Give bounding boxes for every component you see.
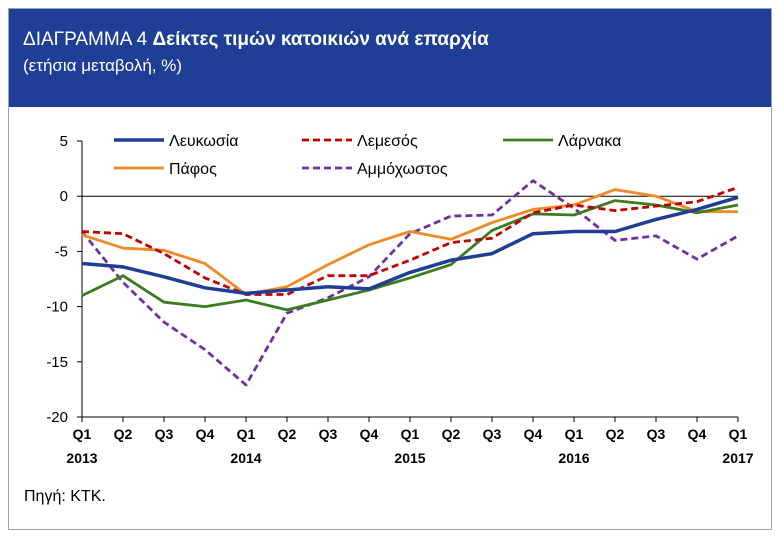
legend-label-5: Αμμόχωστος xyxy=(357,161,448,178)
series-line-4 xyxy=(81,188,738,296)
chart-legend: Λευκωσία Λεμεσός Λάρνακα Πάφος Αμμόχωστος xyxy=(114,133,621,178)
chart-title-text: Δείκτες τιμών κατοικιών ανά επαρχία xyxy=(152,29,489,50)
series-line-5 xyxy=(80,179,739,387)
x-tick-label: Q1 xyxy=(73,426,92,442)
x-tick-label: Q2 xyxy=(114,426,133,442)
x-tick-label: Q4 xyxy=(524,426,543,442)
x-tick-label: Q3 xyxy=(483,426,502,442)
x-tick-label: Q2 xyxy=(278,426,297,442)
series-line-1 xyxy=(81,195,739,296)
y-tick-label: 0 xyxy=(60,188,68,205)
x-tick-label: Q2 xyxy=(606,426,625,442)
x-tick-label: Q1 xyxy=(729,426,748,442)
chart-axes: 5 0 -5 -10 -15 -20 Q1 Q2 Q3 Q4 Q1 Q2 Q3 Q4 Q1 Q2 Q3 Q4 Q1 Q… xyxy=(46,133,753,466)
x-year-label: 2017 xyxy=(722,450,753,466)
x-tick-label: Q4 xyxy=(360,426,379,442)
legend-label-4: Πάφος xyxy=(169,161,217,178)
x-year-label: 2016 xyxy=(558,450,589,466)
x-tick-label: Q1 xyxy=(237,426,256,442)
y-tick-label: -5 xyxy=(55,243,68,260)
source-note: Πηγή: ΚΤΚ. xyxy=(24,488,106,505)
x-tick-label: Q2 xyxy=(442,426,461,442)
x-tick-label: Q3 xyxy=(647,426,666,442)
chart-series xyxy=(80,179,739,387)
x-year-label: 2014 xyxy=(230,450,261,466)
chart-header: ΔΙΑΓΡΑΜΜΑ 4 Δείκτες τιμών κατοικιών ανά … xyxy=(9,9,771,107)
chart-title: ΔΙΑΓΡΑΜΜΑ 4 Δείκτες τιμών κατοικιών ανά … xyxy=(23,29,489,51)
x-tick-label: Q4 xyxy=(688,426,707,442)
x-tick-label: Q3 xyxy=(155,426,174,442)
legend-label-1: Λευκωσία xyxy=(169,133,239,150)
x-year-label: 2013 xyxy=(66,450,97,466)
chart-frame: ΔΙΑΓΡΑΜΜΑ 4 Δείκτες τιμών κατοικιών ανά … xyxy=(8,8,772,530)
x-tick-label: Q1 xyxy=(401,426,420,442)
x-tick-label: Q4 xyxy=(196,426,215,442)
y-tick-label: -20 xyxy=(46,409,68,426)
chart-title-prefix: ΔΙΑΓΡΑΜΜΑ 4 xyxy=(23,29,148,50)
y-tick-label: -15 xyxy=(46,354,68,371)
y-tick-label: 5 xyxy=(60,133,68,150)
chart-subtitle: (ετήσια μεταβολή, %) xyxy=(23,56,182,75)
x-tick-label: Q1 xyxy=(565,426,584,442)
x-year-label: 2015 xyxy=(394,450,425,466)
y-tick-label: -10 xyxy=(46,299,68,316)
series-line-3 xyxy=(81,199,739,312)
legend-label-3: Λάρνακα xyxy=(558,133,621,150)
legend-label-2: Λεμεσός xyxy=(357,133,418,150)
x-tick-label: Q3 xyxy=(319,426,338,442)
